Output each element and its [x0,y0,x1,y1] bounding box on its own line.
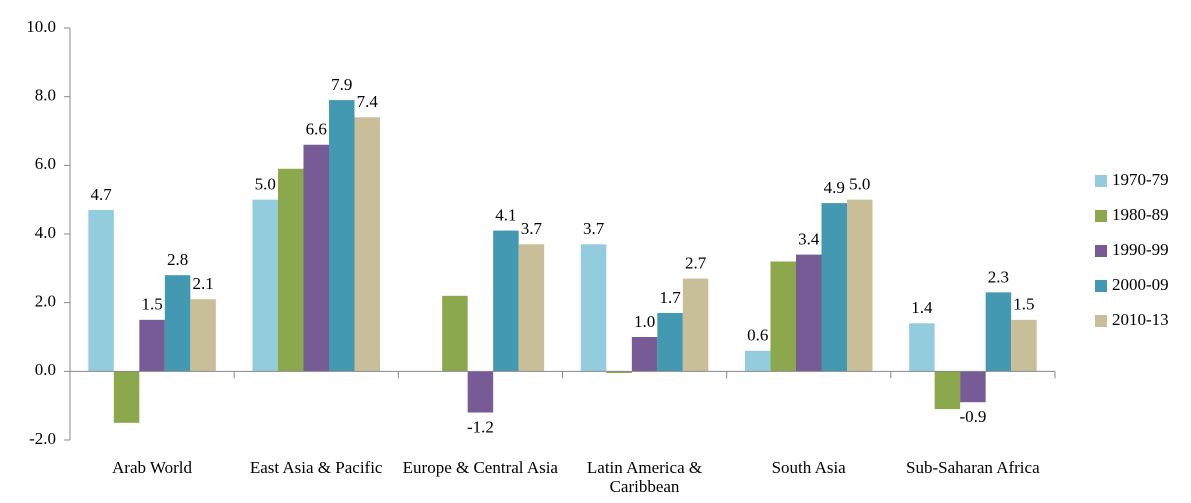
bar [631,337,658,372]
bar [580,244,607,372]
bar [329,100,355,372]
x-tick-label: Sub-Saharan Africa [906,458,1040,477]
x-tick-label: Arab World [112,458,192,477]
value-label: 0.6 [747,326,768,345]
x-tick-label: Latin America & Caribbean [586,458,703,496]
bar [770,261,796,372]
value-label: 2.3 [988,267,1009,286]
bar [190,299,216,372]
bar [139,319,165,372]
legend-swatch [1095,175,1107,187]
value-label: 4.7 [90,185,112,204]
bar [303,144,329,372]
value-label: 4.9 [824,178,845,197]
y-tick-label: 0.0 [35,360,56,379]
bar [354,117,380,372]
bar [821,203,847,372]
legend-swatch [1095,315,1107,327]
legend-swatch [1095,210,1107,222]
value-label: 7.9 [331,75,352,94]
value-label: 1.4 [911,298,933,317]
value-label: 5.0 [849,175,870,194]
bar [682,278,709,372]
bar [606,371,632,374]
y-tick-label: -2.0 [29,429,56,448]
value-label: 7.4 [357,92,379,111]
y-tick-label: 8.0 [35,86,56,105]
bar [518,244,545,372]
value-label: 2.8 [167,250,188,269]
bar [278,168,304,372]
value-label: 1.0 [634,312,655,331]
bar [493,230,519,372]
value-label: 2.7 [685,254,707,273]
bar [847,199,873,372]
legend-swatch [1095,280,1107,292]
value-label: 3.7 [583,219,605,238]
legend-label: 2010-13 [1112,310,1169,329]
legend-label: 1980-89 [1112,205,1169,224]
x-tick-label: Europe & Central Asia [402,458,558,477]
y-tick-label: 10.0 [26,17,56,36]
value-label: 3.7 [521,219,543,238]
bar [934,371,961,410]
value-label: 6.6 [306,120,327,139]
x-tick-label: East Asia & Pacific [249,458,383,477]
bar [657,312,683,372]
bar [252,199,278,372]
value-label: -1.2 [467,417,494,436]
bar [745,350,771,372]
y-tick-label: 4.0 [35,223,56,242]
legend-label: 1990-99 [1112,240,1169,259]
value-label: 1.7 [659,288,681,307]
y-tick-label: 2.0 [35,292,56,311]
value-label: 5.0 [255,175,276,194]
legend-swatch [1095,245,1107,257]
value-label: 3.4 [798,230,820,249]
bar [164,275,191,372]
bar [796,254,822,372]
bar [88,209,114,372]
y-tick-label: 6.0 [35,154,56,173]
x-tick-label: South Asia [771,458,846,477]
bar [442,295,468,372]
legend-label: 1970-79 [1112,170,1169,189]
bar [960,371,986,403]
value-label: 2.1 [192,274,213,293]
value-label: 1.5 [1013,295,1034,314]
bar [909,323,935,372]
value-label: 4.1 [495,205,516,224]
bar [467,371,494,413]
value-label: -0.9 [959,407,986,426]
bar [1011,319,1037,372]
bar [113,371,140,423]
legend-label: 2000-09 [1112,275,1169,294]
value-label: 1.5 [141,295,162,314]
bar [985,292,1012,372]
